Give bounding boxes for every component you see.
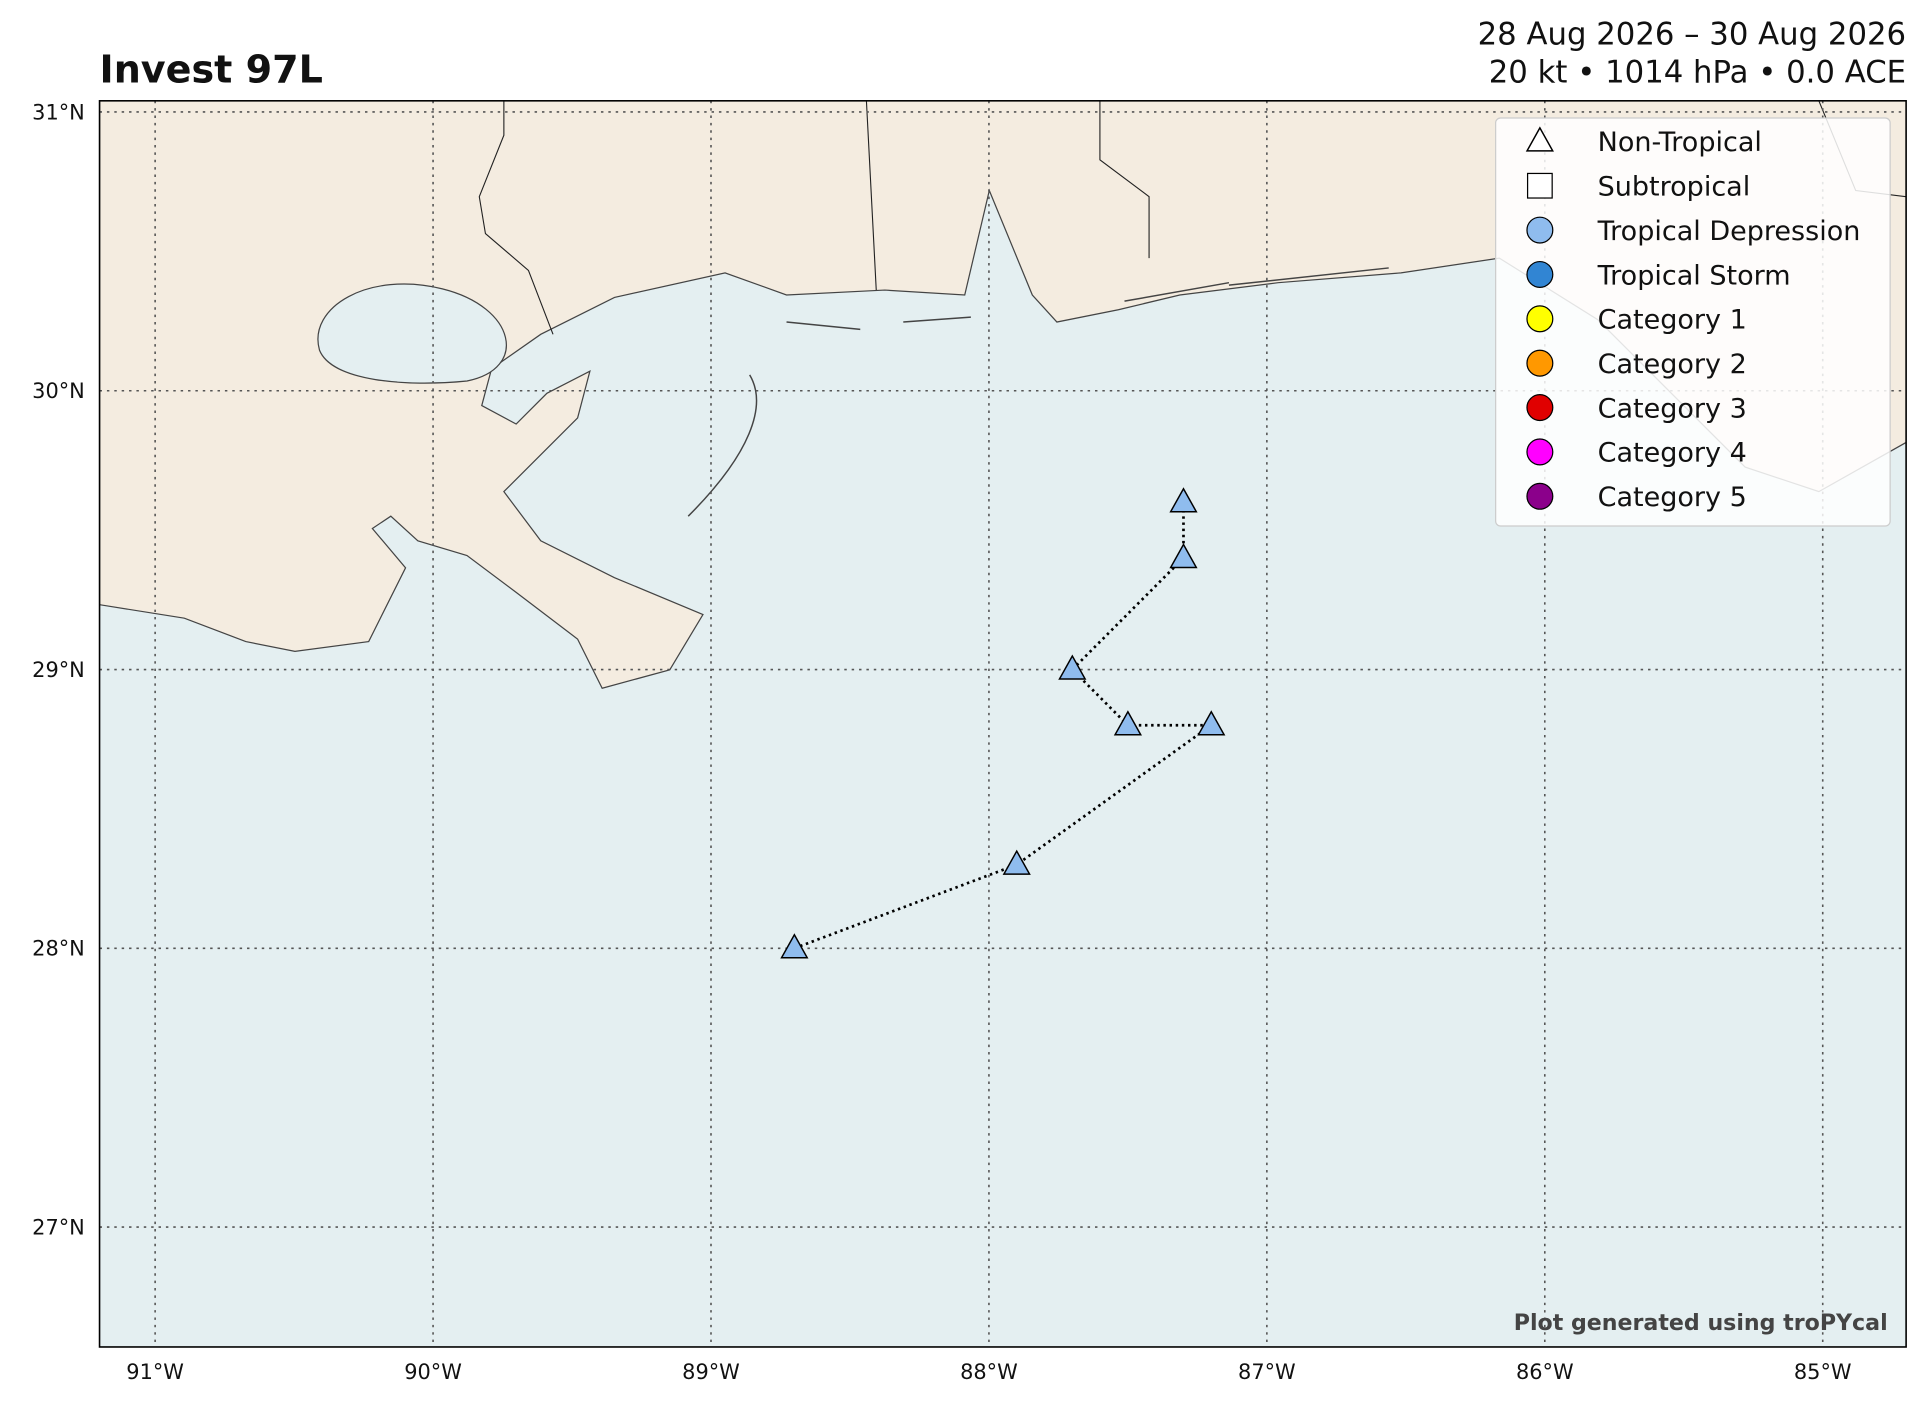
legend-box bbox=[1495, 117, 1891, 527]
x-tick-label: 85°W bbox=[1794, 1360, 1852, 1384]
legend-marker bbox=[1526, 482, 1554, 510]
legend-marker bbox=[1526, 305, 1554, 333]
track bbox=[780, 487, 1226, 959]
legend-label: Non-Tropical bbox=[1598, 127, 1762, 158]
x-tick-label: 91°W bbox=[126, 1360, 184, 1384]
x-tick-label: 90°W bbox=[404, 1360, 462, 1384]
legend-marker bbox=[1526, 438, 1554, 466]
track-point bbox=[1197, 710, 1226, 736]
title: Invest 97L bbox=[100, 47, 323, 91]
legend-label: Tropical Storm bbox=[1597, 260, 1791, 291]
legend-marker bbox=[1526, 216, 1554, 244]
y-tick-label: 28°N bbox=[32, 937, 85, 961]
map-frame bbox=[98, 100, 1907, 1348]
legend-label: Category 1 bbox=[1598, 305, 1747, 336]
track-point bbox=[1002, 849, 1031, 875]
legend-marker bbox=[1525, 126, 1554, 152]
legend-label: Tropical Depression bbox=[1597, 216, 1861, 247]
subtitle: 28 Aug 2026 – 30 Aug 2026 bbox=[1478, 16, 1906, 52]
legend-label: Subtropical bbox=[1598, 172, 1751, 203]
legend-marker bbox=[1526, 172, 1553, 199]
legend-label: Category 4 bbox=[1598, 438, 1747, 469]
x-tick-label: 89°W bbox=[682, 1360, 740, 1384]
x-tick-label: 87°W bbox=[1238, 1360, 1296, 1384]
x-tick-label: 86°W bbox=[1516, 1360, 1574, 1384]
legend-label: Category 2 bbox=[1598, 349, 1747, 380]
track-point bbox=[1169, 542, 1198, 569]
legend-label: Category 5 bbox=[1598, 482, 1747, 513]
y-tick-label: 29°N bbox=[32, 658, 85, 682]
y-tick-label: 27°N bbox=[32, 1215, 85, 1239]
track-point bbox=[1169, 487, 1198, 513]
legend: Non-Tropical Subtropical Tropical Depressi… bbox=[1495, 117, 1891, 527]
y-tick-label: 31°N bbox=[32, 100, 85, 124]
track-point bbox=[1113, 710, 1142, 736]
legend-marker bbox=[1526, 394, 1554, 422]
subtitle: 20 kt • 1014 hPa • 0.0 ACE bbox=[1489, 54, 1906, 90]
track-point bbox=[780, 933, 809, 959]
track-point bbox=[1058, 654, 1087, 680]
legend-marker bbox=[1526, 260, 1554, 288]
legend-label: Category 3 bbox=[1598, 393, 1747, 424]
legend-marker bbox=[1526, 349, 1554, 377]
y-tick-label: 30°N bbox=[32, 379, 85, 403]
land bbox=[99, 100, 1907, 689]
credit: Plot generated using troPYcal bbox=[1514, 1310, 1888, 1336]
x-tick-label: 88°W bbox=[960, 1360, 1018, 1384]
